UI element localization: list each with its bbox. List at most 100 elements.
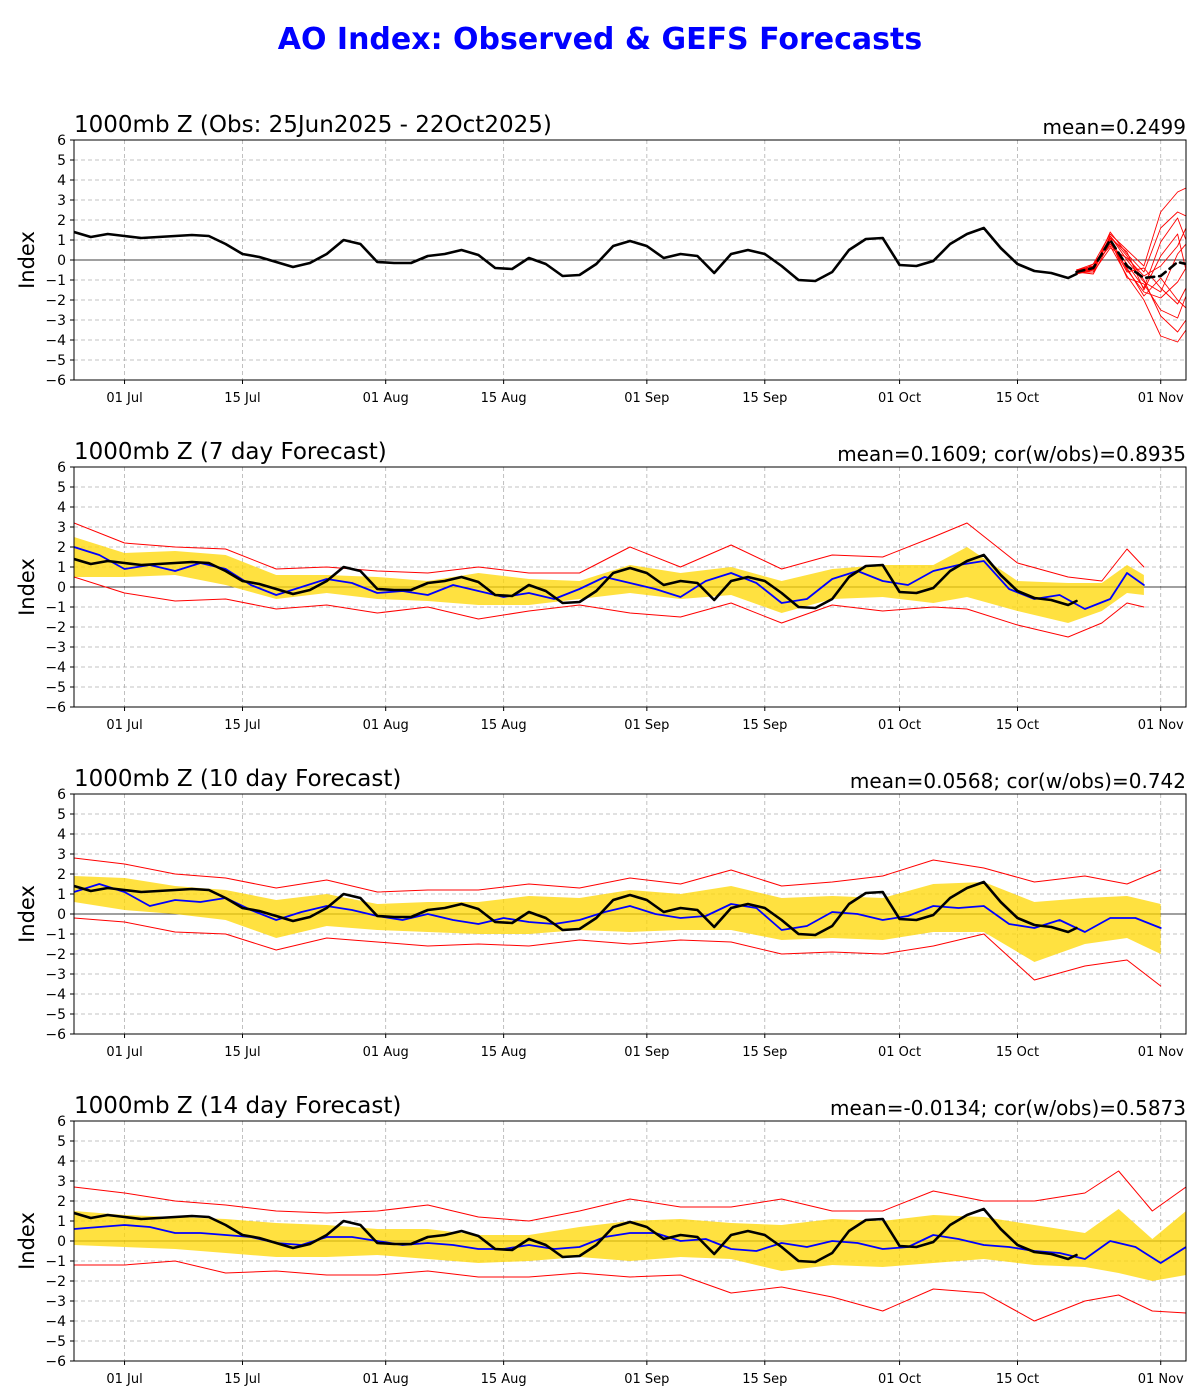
x-tick-label: 15 Jul — [224, 718, 260, 733]
y-tick-label: −4 — [45, 1314, 66, 1330]
y-tick-label: −5 — [45, 1007, 66, 1023]
y-tick-label: −2 — [45, 293, 66, 309]
ensemble-member-line — [74, 1170, 1186, 1222]
y-tick-label: −5 — [45, 1334, 66, 1350]
x-tick-label: 01 Oct — [878, 391, 921, 406]
x-tick-label: 01 Aug — [363, 391, 409, 406]
x-tick-label: 01 Nov — [1138, 718, 1184, 733]
y-tick-label: −3 — [45, 967, 66, 983]
panel-title: 1000mb Z (14 day Forecast) — [74, 1093, 401, 1119]
y-tick-label: −1 — [45, 1254, 66, 1270]
x-tick-label: 15 Aug — [481, 718, 527, 733]
x-tick-label: 01 Jul — [106, 1045, 142, 1060]
x-tick-label: 01 Jul — [106, 718, 142, 733]
x-tick-label: 15 Aug — [481, 1045, 527, 1060]
y-tick-label: 6 — [57, 133, 66, 149]
plot-area — [74, 1170, 1186, 1322]
ensemble-member-line — [1076, 239, 1186, 319]
y-tick-label: −1 — [45, 927, 66, 943]
x-tick-label: 01 Oct — [878, 1372, 921, 1387]
y-tick-label: −2 — [45, 1274, 66, 1290]
y-tick-label: −1 — [45, 273, 66, 289]
spread-band — [74, 537, 1144, 623]
y-tick-label: −6 — [45, 700, 66, 716]
y-tick-label: 0 — [57, 907, 66, 923]
y-tick-label: 5 — [57, 480, 66, 496]
panel-stats: mean=0.2499 — [1043, 115, 1186, 139]
observed-line — [74, 880, 1078, 937]
y-tick-label: 6 — [57, 787, 66, 803]
ensemble-member-line — [74, 1260, 1186, 1322]
y-tick-label: −2 — [45, 620, 66, 636]
panel-observed: −6 −5 −4 −3 −2 −1 0 1 2 3 4 5 6 01 Jul 15 Jul 01 Aug 15 … — [15, 112, 1187, 406]
y-tick-label: 6 — [57, 1114, 66, 1130]
y-tick-label: 1 — [57, 887, 66, 903]
x-tick-label: 15 Oct — [996, 718, 1039, 733]
x-tick-label: 15 Sep — [742, 1045, 787, 1060]
y-axis-label: Index — [15, 558, 39, 616]
y-tick-label: −3 — [45, 1294, 66, 1310]
y-tick-label: −6 — [45, 373, 66, 389]
y-tick-label: −2 — [45, 947, 66, 963]
ensemble-mean-line — [74, 546, 1145, 610]
panel-stats: mean=0.0568; cor(w/obs)=0.742 — [850, 769, 1186, 793]
x-tick-label: 01 Nov — [1138, 1372, 1184, 1387]
x-tick-label: 01 Oct — [878, 718, 921, 733]
y-tick-label: −3 — [45, 313, 66, 329]
x-tick-label: 15 Sep — [742, 718, 787, 733]
y-tick-label: −6 — [45, 1354, 66, 1370]
y-tick-label: 4 — [57, 500, 66, 516]
y-tick-label: −3 — [45, 640, 66, 656]
x-tick-label: 01 Sep — [624, 1045, 669, 1060]
ensemble-mean-line — [74, 883, 1162, 933]
y-axis-label: Index — [15, 1212, 39, 1270]
y-tick-label: 3 — [57, 520, 66, 536]
y-tick-label: 3 — [57, 847, 66, 863]
x-tick-label: 15 Jul — [224, 1372, 260, 1387]
panel-title: 1000mb Z (Obs: 25Jun2025 - 22Oct2025) — [74, 112, 552, 138]
ensemble-member-line — [74, 857, 1162, 893]
y-tick-label: 2 — [57, 540, 66, 556]
x-tick-label: 15 Aug — [481, 391, 527, 406]
x-tick-label: 01 Sep — [624, 391, 669, 406]
y-tick-label: −6 — [45, 1027, 66, 1043]
y-tick-label: 1 — [57, 233, 66, 249]
panel-stats: mean=-0.0134; cor(w/obs)=0.5873 — [830, 1096, 1186, 1120]
x-tick-label: 15 Oct — [996, 391, 1039, 406]
y-axis-label: Index — [15, 231, 39, 289]
y-tick-label: −5 — [45, 353, 66, 369]
x-tick-label: 15 Jul — [224, 391, 260, 406]
x-tick-label: 01 Aug — [363, 718, 409, 733]
panel-title: 1000mb Z (10 day Forecast) — [74, 766, 401, 792]
y-tick-label: 5 — [57, 1134, 66, 1150]
x-tick-label: 15 Sep — [742, 1372, 787, 1387]
ensemble-member-line — [1076, 217, 1186, 289]
plot-area — [74, 522, 1145, 638]
observed-line — [74, 553, 1078, 610]
panel-10day-forecast: −6 −5 −4 −3 −2 −1 0 1 2 3 4 5 6 01 Jul 15 Jul 01 Aug 15 … — [15, 766, 1187, 1060]
y-tick-label: 5 — [57, 807, 66, 823]
spread-band — [74, 876, 1161, 962]
y-tick-label: −4 — [45, 333, 66, 349]
x-tick-label: 01 Nov — [1138, 391, 1184, 406]
y-tick-label: 6 — [57, 460, 66, 476]
ensemble-member-line — [74, 576, 1145, 638]
x-tick-label: 01 Aug — [363, 1372, 409, 1387]
x-tick-label: 15 Aug — [481, 1372, 527, 1387]
y-tick-label: 4 — [57, 1154, 66, 1170]
y-tick-label: 0 — [57, 253, 66, 269]
ensemble-member-line — [74, 522, 1145, 582]
panel-7day-forecast: −6 −5 −4 −3 −2 −1 0 1 2 3 4 5 6 01 Jul 15 Jul 01 Aug 15 … — [15, 439, 1187, 733]
ensemble-member-line — [1076, 235, 1186, 333]
x-tick-label: 15 Jul — [224, 1045, 260, 1060]
y-tick-label: 2 — [57, 213, 66, 229]
ensemble-member-line — [74, 917, 1162, 987]
y-tick-label: 4 — [57, 173, 66, 189]
y-tick-label: 2 — [57, 867, 66, 883]
main-title: AO Index: Observed & GEFS Forecasts — [277, 22, 923, 57]
x-tick-label: 01 Sep — [624, 718, 669, 733]
x-tick-label: 01 Aug — [363, 1045, 409, 1060]
y-tick-label: 1 — [57, 560, 66, 576]
y-tick-label: 5 — [57, 153, 66, 169]
